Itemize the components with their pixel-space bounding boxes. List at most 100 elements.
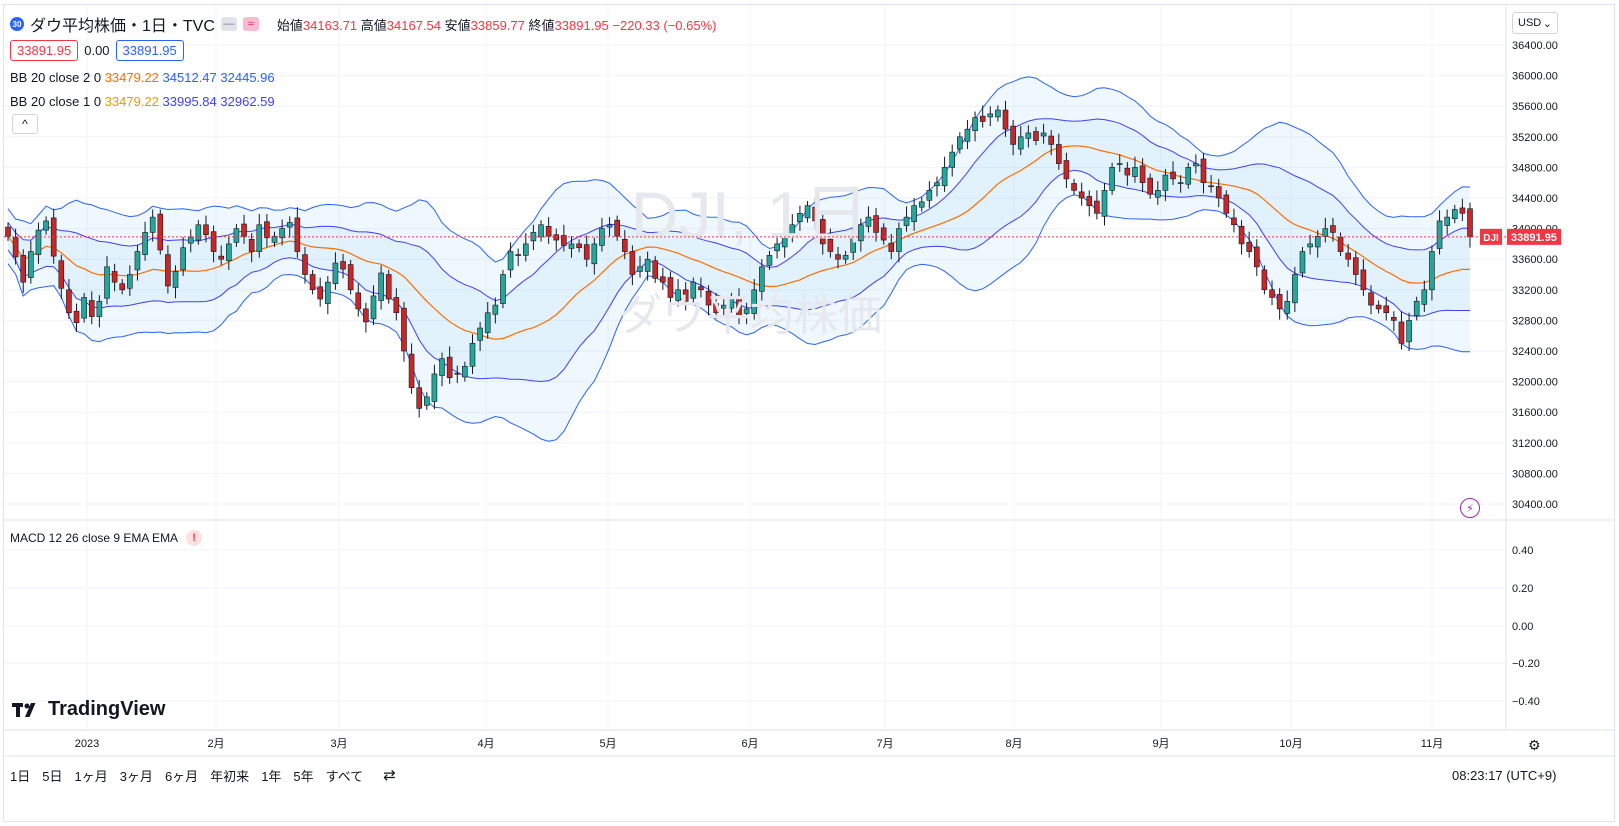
bb1-upper: 33995.84 — [162, 94, 217, 109]
candle — [149, 209, 156, 242]
candle-body — [233, 228, 240, 243]
grid — [4, 5, 1614, 757]
candle-body — [545, 226, 552, 237]
candle — [1017, 126, 1024, 156]
candle — [416, 380, 422, 418]
collapse-legend-button[interactable]: ^ — [12, 114, 38, 134]
candle — [515, 248, 521, 267]
candle — [1185, 162, 1192, 189]
candle-body — [1246, 242, 1252, 252]
candle — [439, 352, 445, 387]
candle-body — [484, 312, 491, 333]
bb2-upper: 34512.47 — [162, 70, 217, 85]
candle-body — [614, 219, 620, 237]
candle — [1025, 125, 1032, 148]
timeframe-1m[interactable]: 1ヶ月 — [74, 769, 108, 784]
candle — [1284, 290, 1291, 320]
candle — [1459, 198, 1466, 221]
candle — [705, 285, 712, 316]
candle-body — [1276, 294, 1283, 310]
compare-icon[interactable]: ⇄ — [383, 767, 396, 784]
timeframe-all[interactable]: すべて — [325, 769, 364, 784]
candle — [1048, 129, 1054, 156]
candle-body — [279, 228, 285, 239]
candle — [1078, 182, 1085, 206]
candle — [1215, 178, 1222, 208]
timeframe-1y[interactable]: 1年 — [261, 769, 282, 784]
symbol-title[interactable]: ダウ平均株価・1日・TVC — [30, 18, 215, 35]
bb2-fill — [8, 76, 1470, 442]
price-tick-label: 31200.00 — [1512, 438, 1558, 450]
candle-body — [1139, 165, 1146, 183]
candle-body — [157, 213, 164, 251]
candle-body — [355, 292, 362, 310]
candle-body — [1307, 243, 1313, 248]
candle — [172, 265, 179, 299]
clock[interactable]: 08:23:17 (UTC+9) — [1452, 768, 1557, 783]
candle-body — [408, 353, 415, 389]
bb1-legend[interactable]: BB 20 close 1 0 33479.22 33995.84 32962.… — [10, 94, 275, 109]
candle — [127, 265, 133, 296]
candle-body — [1170, 171, 1176, 180]
candle-body — [203, 224, 209, 236]
candle-body — [1253, 246, 1260, 268]
candle-body — [180, 247, 186, 271]
candle-body — [43, 220, 49, 231]
candle-body — [142, 232, 148, 255]
candle-body — [698, 286, 704, 291]
candle — [165, 245, 171, 294]
buy-price[interactable]: 33891.95 — [115, 40, 184, 61]
price-axis: 36400.00 36000.00 35600.00 35200.00 34800.00… — [1505, 5, 1558, 730]
high-value: 34167.54 — [386, 17, 442, 33]
time-tick-label: 6月 — [741, 738, 758, 750]
candle-body — [789, 224, 796, 237]
candle — [926, 181, 933, 208]
candle — [66, 279, 72, 319]
last-price-symbol: DJI — [1483, 233, 1499, 244]
timeframe-6m[interactable]: 6ヶ月 — [164, 769, 199, 784]
candle — [73, 303, 80, 332]
timeframe-5d[interactable]: 5日 — [42, 769, 63, 784]
candle-body — [1292, 274, 1298, 304]
candle — [1208, 175, 1214, 193]
candle — [1253, 239, 1260, 277]
candle-body — [553, 234, 560, 241]
macd-tick-label: 0.20 — [1512, 583, 1533, 595]
timeframe-ytd[interactable]: 年初来 — [210, 769, 250, 784]
macd-tick-label: 0.40 — [1512, 545, 1533, 557]
candle-body — [1444, 216, 1450, 226]
timeframe-3m[interactable]: 3ヶ月 — [119, 769, 153, 784]
candle — [941, 156, 948, 192]
candle-body — [865, 216, 872, 227]
timeframe-5y[interactable]: 5年 — [293, 769, 314, 784]
candle — [781, 230, 788, 258]
candle-body — [652, 260, 659, 279]
candle-body — [424, 396, 430, 406]
candle-body — [210, 231, 217, 252]
candle-body — [522, 243, 529, 256]
candle — [667, 271, 674, 309]
timeframe-1d[interactable]: 1日 — [10, 769, 31, 784]
candle-body — [660, 276, 666, 283]
candle-body — [302, 254, 308, 275]
minus-icon[interactable]: — — [220, 17, 237, 31]
bb2-legend[interactable]: BB 20 close 2 0 33479.22 34512.47 32445.… — [10, 70, 275, 85]
sell-price[interactable]: 33891.95 — [10, 40, 79, 61]
bolt-icon[interactable]: ⚡ — [1460, 498, 1480, 518]
candle — [294, 207, 301, 258]
candle — [256, 214, 263, 258]
warning-icon[interactable]: ! — [186, 530, 203, 546]
candle — [1406, 312, 1412, 351]
candle-body — [165, 254, 171, 287]
candle-body — [1391, 317, 1397, 321]
candle-body — [804, 205, 811, 219]
candle-body — [918, 201, 925, 208]
macd-legend[interactable]: MACD 12 26 close 9 EMA EMA ! — [10, 530, 203, 546]
tradingview-logo[interactable]: TradingView — [12, 698, 165, 721]
candle — [1056, 133, 1062, 170]
candle — [279, 219, 285, 246]
approx-icon[interactable]: ≈ — [242, 17, 259, 31]
gear-icon[interactable]: ⚙ — [1528, 737, 1541, 753]
currency-select[interactable]: USD ⌄ — [1512, 12, 1558, 34]
